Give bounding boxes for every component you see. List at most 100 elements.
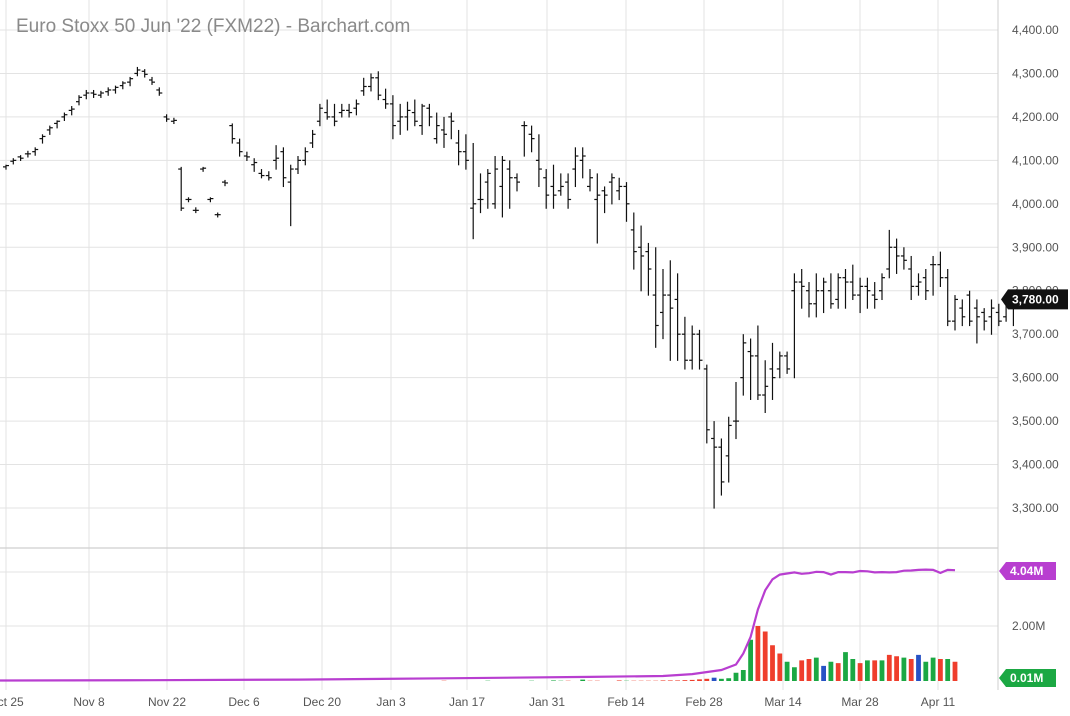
volume-bar <box>821 665 826 681</box>
ohlc-bar <box>543 169 550 209</box>
ohlc-bar <box>273 145 280 170</box>
price-tick-label: 3,400.00 <box>1012 458 1059 472</box>
volume-bar <box>901 657 907 681</box>
ohlc-bar <box>827 273 834 309</box>
ohlc-bar <box>368 73 374 92</box>
volume-markers: 4.04M 0.01M <box>999 562 1056 687</box>
volume-bar <box>843 652 848 681</box>
ohlc-bar <box>623 182 630 222</box>
price-tick-label: 4,000.00 <box>1012 197 1059 211</box>
ohlc-bar <box>689 325 696 370</box>
ohlc-bar <box>995 303 1002 327</box>
volume-bar <box>872 660 878 681</box>
time-tick-label: Feb 14 <box>607 695 645 709</box>
ohlc-bar <box>470 142 477 240</box>
time-tick-label: Feb 28 <box>685 695 723 709</box>
ohlc-bar <box>302 147 309 166</box>
volume-bar <box>660 680 666 681</box>
ohlc-bar <box>492 156 499 209</box>
time-tick-label: Nov 22 <box>148 695 186 709</box>
price-tick-label: 3,700.00 <box>1012 327 1059 341</box>
ohlc-bar <box>703 364 710 444</box>
ohlc-bar <box>667 260 674 361</box>
ohlc-bar <box>243 151 250 161</box>
ohlc-bar <box>769 342 776 400</box>
ohlc-bar <box>46 125 53 135</box>
time-tick-label: Mar 14 <box>764 695 802 709</box>
volume-bar <box>719 678 724 681</box>
ohlc-bar <box>10 158 17 165</box>
volume-bar <box>879 660 885 681</box>
volume-bar <box>828 661 834 681</box>
ohlc-bar <box>966 290 973 327</box>
ohlc-bar <box>141 69 148 78</box>
ohlc-bar <box>119 81 126 90</box>
ohlc-bar <box>338 103 345 118</box>
ohlc-bar <box>915 273 922 296</box>
volume-tick-label: 2.00M <box>1012 619 1045 633</box>
ohlc-bar <box>404 101 411 131</box>
ohlc-bar <box>645 242 652 296</box>
ohlc-bar <box>419 103 426 135</box>
price-tick-label: 3,600.00 <box>1012 371 1059 385</box>
ohlc-bar <box>455 129 462 166</box>
volume-bar <box>894 656 899 681</box>
ohlc-bar <box>426 103 433 127</box>
ohlc-bar <box>462 134 469 170</box>
time-tick-label: Jan 17 <box>449 695 485 709</box>
open-interest-badge <box>999 562 1056 580</box>
ohlc-bar <box>433 112 440 144</box>
ohlc-bar <box>674 273 681 361</box>
ohlc-bar <box>484 169 491 209</box>
price-tick-label: 3,500.00 <box>1012 414 1059 428</box>
ohlc-bar <box>39 134 46 144</box>
volume-bar <box>777 653 783 681</box>
time-tick-label: Oct 25 <box>0 695 24 709</box>
volume-bar <box>762 631 768 681</box>
ohlc-bar <box>791 273 798 379</box>
volume-bar <box>689 679 695 681</box>
time-tick-label: Dec 20 <box>303 695 341 709</box>
ohlc-bar <box>754 325 761 400</box>
ohlc-bar <box>908 255 915 301</box>
ohlc-bar <box>331 103 338 127</box>
last-price-label: 3,780.00 <box>1012 292 1059 306</box>
price-tick-label: 4,300.00 <box>1012 66 1059 80</box>
volume-bar <box>711 677 717 681</box>
ohlc-bar <box>207 197 214 203</box>
ohlc-bar <box>76 95 82 106</box>
price-tick-label: 3,900.00 <box>1012 240 1059 254</box>
ohlc-bar <box>514 173 520 192</box>
ohlc-bar <box>265 171 272 181</box>
ohlc-series <box>3 66 1024 509</box>
ohlc-bar <box>200 166 207 172</box>
ohlc-bar <box>97 90 104 98</box>
ohlc-bar <box>397 103 404 135</box>
volume-bar <box>675 680 680 681</box>
price-tick-label: 4,100.00 <box>1012 153 1059 167</box>
ohlc-bar <box>178 166 185 211</box>
ohlc-bar <box>922 269 929 301</box>
volume-bar <box>580 679 586 681</box>
ohlc-bar <box>630 212 637 270</box>
ohlc-bar <box>579 147 586 179</box>
ohlc-bar <box>506 160 513 209</box>
volume-bar <box>938 659 943 681</box>
ohlc-bar <box>733 381 739 440</box>
ohlc-bar <box>309 129 316 148</box>
ohlc-bar <box>608 173 615 205</box>
ohlc-bar <box>287 164 294 227</box>
time-tick-label: Jan 3 <box>376 695 406 709</box>
ohlc-bar <box>477 173 484 214</box>
ohlc-bar <box>981 308 988 331</box>
ohlc-bar <box>944 269 951 327</box>
price-axis: 4,400.00 4,300.00 4,200.00 4,100.00 4,000.00… <box>1012 23 1059 515</box>
ohlc-bar <box>879 273 885 301</box>
ohlc-bar <box>83 89 90 100</box>
ohlc-bar <box>711 421 718 509</box>
time-tick-label: Dec 6 <box>228 695 260 709</box>
ohlc-bar <box>900 247 907 270</box>
volume-bar <box>784 661 790 681</box>
ohlc-bar <box>389 95 396 140</box>
